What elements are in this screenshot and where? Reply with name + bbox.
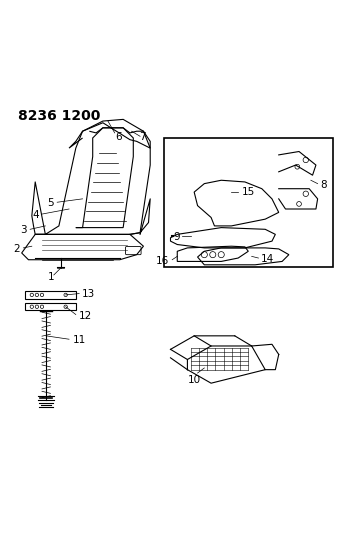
Text: 3: 3 — [20, 225, 27, 235]
Text: 14: 14 — [261, 254, 275, 264]
Text: 1: 1 — [48, 272, 55, 281]
Text: 6: 6 — [115, 132, 121, 142]
Text: 10: 10 — [188, 375, 201, 385]
Text: 13: 13 — [82, 289, 95, 299]
Text: 8: 8 — [320, 180, 327, 190]
Text: 9: 9 — [173, 232, 180, 242]
Text: 15: 15 — [241, 187, 255, 197]
Text: 5: 5 — [47, 198, 54, 208]
Text: 2: 2 — [13, 244, 20, 254]
Text: 11: 11 — [72, 335, 86, 345]
Bar — [164, 138, 333, 266]
Text: 16: 16 — [156, 256, 169, 266]
Text: 4: 4 — [32, 210, 39, 220]
Text: 7: 7 — [139, 132, 146, 142]
Text: 12: 12 — [78, 311, 92, 320]
Text: 8236 1200: 8236 1200 — [18, 109, 101, 123]
